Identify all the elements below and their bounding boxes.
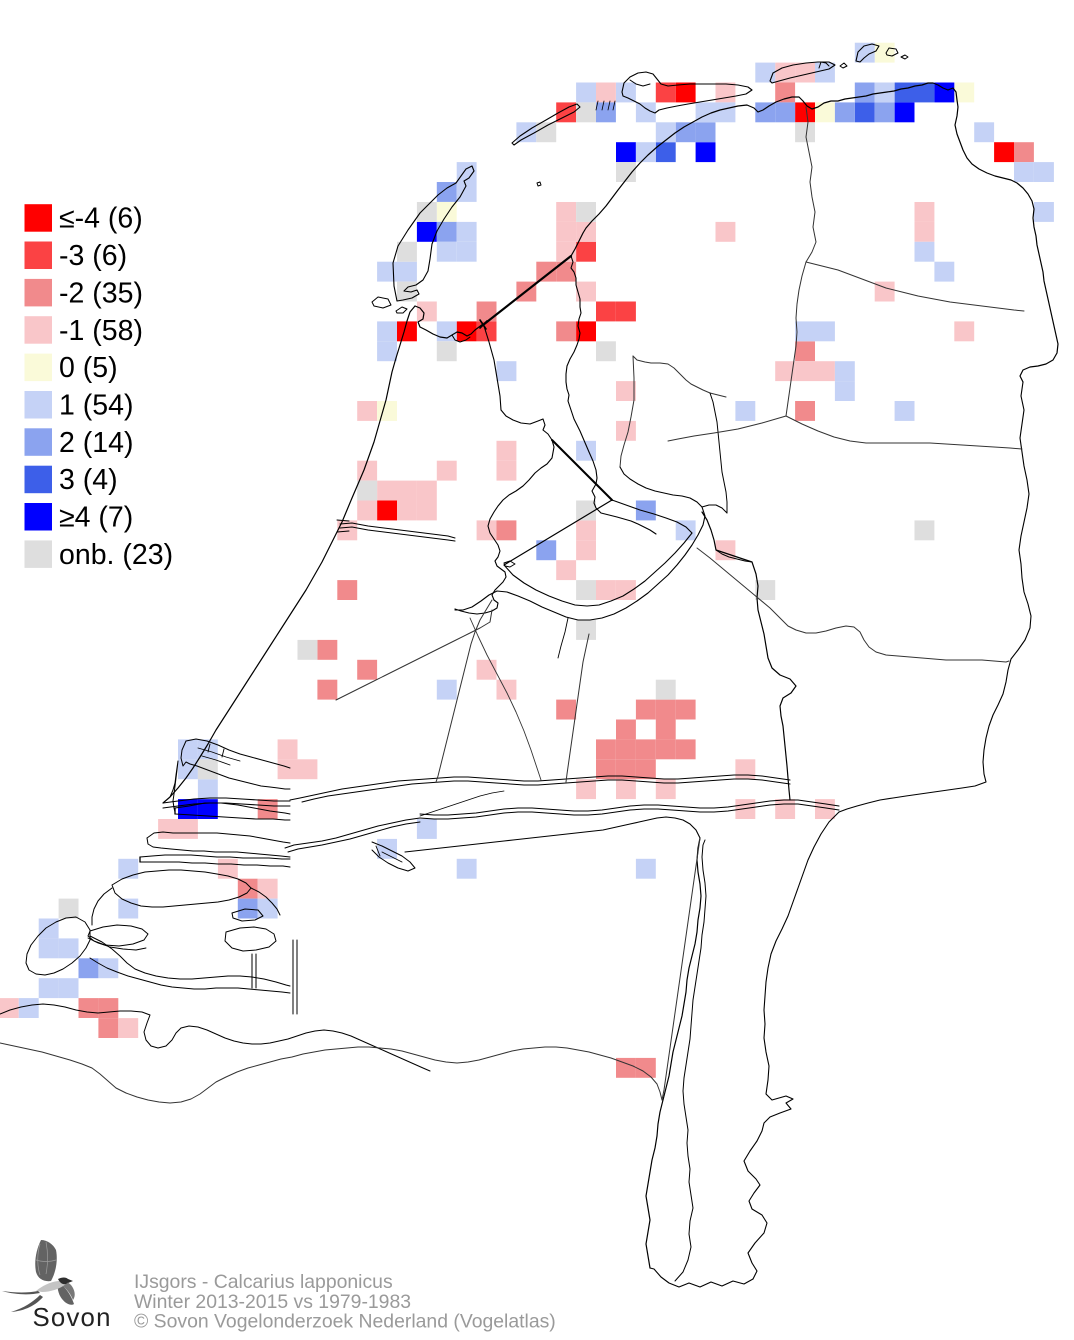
svg-text:≤-4 (6): ≤-4 (6) (59, 203, 143, 235)
svg-text:IJsgors - Calcarius lapponicus: IJsgors - Calcarius lapponicus (134, 1271, 393, 1293)
svg-text:3 (4): 3 (4) (59, 464, 118, 496)
svg-text:0 (5): 0 (5) (59, 352, 118, 384)
svg-text:1 (54): 1 (54) (59, 390, 133, 422)
svg-text:© Sovon Vogelonderzoek Nederla: © Sovon Vogelonderzoek Nederland (Vogela… (134, 1311, 556, 1333)
svg-text:≥4 (7): ≥4 (7) (59, 502, 133, 534)
svg-text:2 (14): 2 (14) (59, 427, 133, 459)
svg-text:-2 (35): -2 (35) (59, 277, 143, 309)
svg-text:-3 (6): -3 (6) (59, 240, 127, 272)
svg-text:-1 (58): -1 (58) (59, 315, 143, 347)
svg-text:Sovon: Sovon (33, 1304, 112, 1332)
svg-text:Winter 2013-2015 vs 1979-1983: Winter 2013-2015 vs 1979-1983 (134, 1291, 411, 1313)
svg-text:onb. (23): onb. (23) (59, 539, 173, 571)
